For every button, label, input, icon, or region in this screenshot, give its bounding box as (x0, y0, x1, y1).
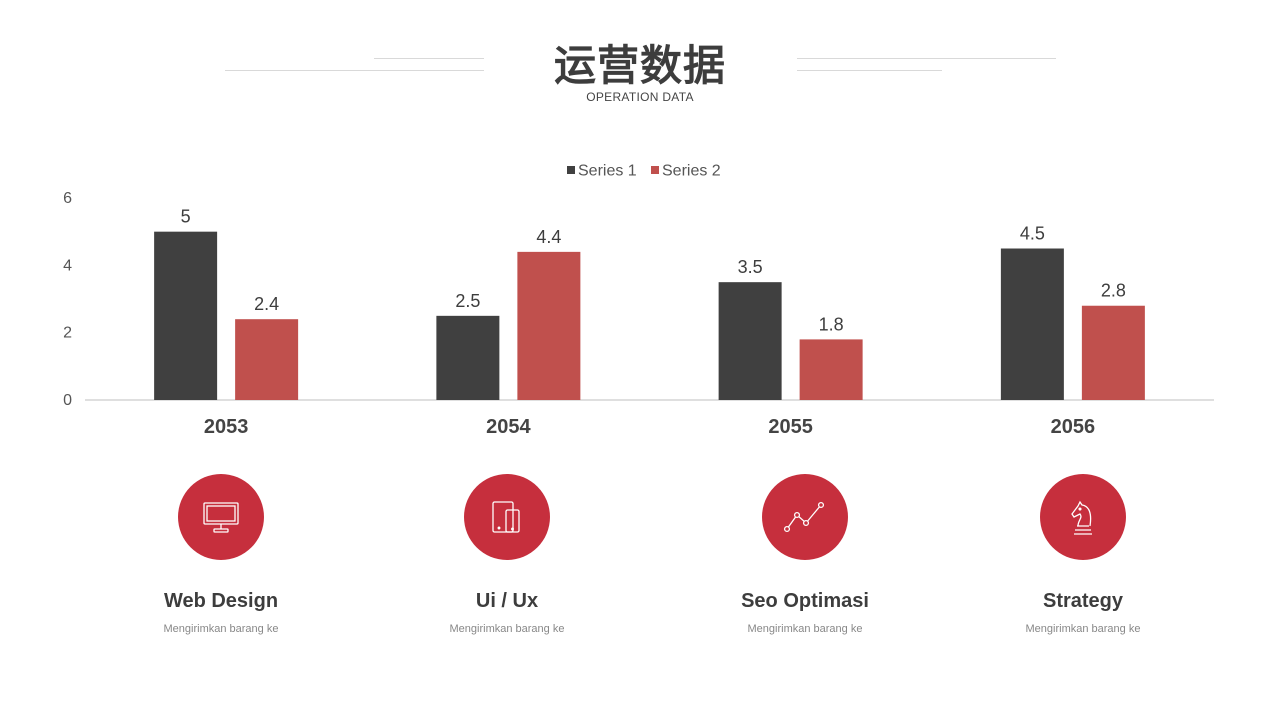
data-label: 5 (181, 207, 191, 227)
header-line-left-top (374, 58, 484, 59)
bar-series-1 (436, 315, 500, 400)
data-label: 3.5 (738, 257, 763, 277)
page-subtitle: OPERATION DATA (586, 90, 694, 104)
monitor-icon (203, 502, 239, 533)
y-tick-label: 2 (63, 325, 72, 342)
bar-series-1 (1000, 248, 1064, 400)
y-tick-label: 4 (63, 257, 72, 274)
feature-title: Web Design (163, 590, 279, 612)
feature-icon-circle (464, 474, 550, 560)
header-line-left-bottom (225, 70, 484, 71)
bar-series-2 (235, 319, 299, 400)
x-category-label: 2053 (204, 416, 249, 438)
legend-swatch (651, 166, 659, 174)
bar-series-2 (517, 251, 581, 400)
feature-title: Strategy (1042, 590, 1124, 612)
y-tick-label: 6 (63, 190, 72, 207)
x-category-label: 2056 (1051, 416, 1096, 438)
feature-icon-circle (178, 474, 264, 560)
legend-swatch (567, 166, 575, 174)
feature-icon-circle (1040, 474, 1126, 560)
data-label: 2.4 (254, 294, 279, 314)
feature-strategy: Strategy Mengirimkan barang ke (953, 474, 1213, 635)
bar-chart: 0 2 4 6 5 2.4 2053 2.5 4.4 2054 3.5 1.8 2055 4.5 2.8 20… (63, 163, 1214, 438)
feature-title: Ui / Ux (475, 590, 539, 612)
feature-description: Mengirimkan barang ke (449, 623, 565, 635)
feature-title: Seo Optimasi (741, 590, 869, 612)
page-title: 运营数据 (553, 41, 726, 90)
chess-knight-icon (1071, 500, 1092, 535)
feature-description: Mengirimkan barang ke (163, 623, 279, 635)
x-category-label: 2055 (768, 416, 813, 438)
bar-series-1 (154, 231, 218, 400)
y-tick-label: 0 (63, 392, 72, 409)
legend-label: Series 2 (662, 163, 721, 180)
data-label: 1.8 (819, 314, 844, 334)
feature-ui-ux: Ui / Ux Mengirimkan barang ke (377, 474, 637, 635)
feature-icon-circle (762, 474, 848, 560)
bar-series-1 (718, 282, 782, 400)
data-label: 2.8 (1101, 281, 1126, 301)
feature-web-design: Web Design Mengirimkan barang ke (91, 474, 351, 635)
bar-series-2 (799, 339, 863, 400)
feature-description: Mengirimkan barang ke (747, 623, 863, 635)
x-category-label: 2054 (486, 416, 531, 438)
data-label: 2.5 (455, 291, 480, 311)
data-label: 4.5 (1020, 224, 1045, 244)
line-chart-icon (783, 501, 825, 533)
feature-seo-optimasi: Seo Optimasi Mengirimkan barang ke (675, 474, 935, 635)
header-line-right-top (797, 58, 1056, 59)
bar-series-2 (1081, 305, 1145, 400)
feature-description: Mengirimkan barang ke (1025, 623, 1141, 635)
devices-icon (492, 501, 520, 533)
header-line-right-bottom (797, 70, 942, 71)
legend-label: Series 1 (578, 163, 637, 180)
data-label: 4.4 (536, 227, 561, 247)
